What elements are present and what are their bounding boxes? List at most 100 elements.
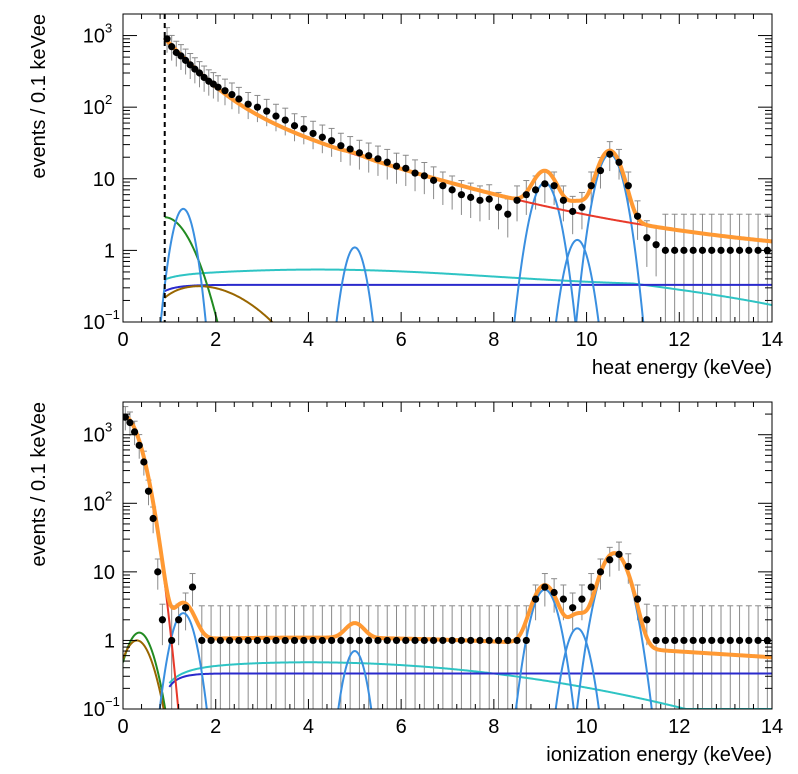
data-point (228, 90, 236, 99)
data-point (745, 636, 753, 645)
data-point (235, 95, 243, 103)
curve-background (123, 414, 180, 709)
data-point (328, 636, 336, 645)
data-point (550, 182, 558, 190)
data-point (346, 145, 354, 153)
data-point (144, 487, 153, 495)
y-tick-label: 10 (93, 562, 115, 584)
data-point (541, 583, 549, 591)
curve-peak-1 (158, 612, 208, 709)
data-point (244, 100, 252, 108)
y-tick-label: 10 (83, 26, 105, 48)
x-tick-label: 12 (668, 329, 690, 351)
plot-area (159, 14, 772, 322)
data-point (624, 182, 632, 190)
data-point (300, 636, 308, 645)
curve-peak-2 (337, 650, 373, 709)
data-point (569, 604, 577, 612)
data-point (606, 150, 614, 158)
data-point (195, 69, 204, 77)
data-point (188, 583, 197, 591)
y-tick-exponent: 2 (105, 92, 112, 107)
data-point (615, 158, 623, 166)
data-point (411, 636, 419, 645)
curve-component-d (164, 285, 274, 322)
x-tick-label: 10 (575, 329, 597, 351)
data-point (402, 164, 410, 172)
curve-total-fit (163, 37, 772, 244)
data-point (559, 595, 567, 603)
data-point (374, 636, 382, 645)
data-point (300, 125, 308, 133)
data-point (263, 107, 271, 115)
y-axis-title: events / 0.1 keVee (28, 14, 50, 179)
data-point (355, 149, 364, 157)
curve-component-d (123, 639, 165, 709)
data-point (531, 595, 540, 603)
plot-frame (122, 401, 773, 710)
data-point (606, 556, 614, 564)
data-point (698, 636, 707, 645)
y-tick-label: 1 (104, 630, 115, 652)
x-axis-title: heat energy (keVee) (592, 357, 772, 379)
data-point (448, 636, 456, 645)
y-tick-label: 10 (83, 312, 105, 334)
data-point (263, 636, 271, 645)
y-tick-exponent: −1 (105, 694, 120, 709)
y-tick-label: 10 (83, 97, 105, 119)
data-point (708, 246, 716, 254)
data-point (671, 246, 679, 254)
data-point (337, 142, 345, 150)
data-point (186, 61, 194, 69)
data-point (708, 636, 716, 645)
data-point (531, 186, 540, 194)
data-point (726, 636, 734, 645)
data-point (365, 636, 373, 645)
data-point (587, 583, 595, 591)
data-point (513, 636, 521, 645)
data-point (318, 133, 326, 141)
y-tick-label: 10 (93, 169, 115, 191)
data-point (130, 428, 139, 436)
data-point (587, 182, 595, 190)
data-point (457, 191, 466, 199)
data-point (689, 246, 697, 254)
curve-peak-4 (554, 627, 600, 709)
data-point (643, 616, 651, 624)
data-point (181, 604, 190, 612)
x-tick-label: 2 (210, 329, 221, 351)
curve-component-c (123, 631, 167, 709)
data-point (652, 241, 660, 249)
data-point (216, 636, 224, 645)
curve-component-b (168, 672, 772, 688)
data-point (698, 246, 707, 254)
curve-component-b (164, 283, 772, 293)
data-point (633, 212, 642, 220)
x-tick-label: 12 (668, 716, 690, 738)
data-point (318, 636, 326, 645)
data-points (123, 413, 771, 645)
data-point (578, 595, 586, 603)
data-point (290, 122, 299, 130)
data-point (346, 636, 354, 645)
data-point (504, 636, 512, 645)
data-point (253, 636, 262, 645)
plot-area (123, 406, 772, 709)
curve-peak-1 (159, 207, 207, 322)
y-axis-title: events / 0.1 keVee (28, 402, 50, 567)
y-tick-exponent: −1 (105, 307, 120, 322)
data-point (158, 616, 167, 624)
curve-background (163, 37, 772, 243)
data-point (541, 180, 549, 188)
data-point (596, 568, 605, 576)
data-point (689, 636, 697, 645)
data-point (411, 169, 419, 177)
data-point (504, 210, 512, 218)
data-point (717, 246, 725, 254)
x-tick-label: 4 (303, 329, 314, 351)
data-point (383, 636, 391, 645)
data-point (745, 246, 753, 254)
data-point (420, 636, 428, 645)
y-tick-label: 10 (83, 493, 105, 515)
